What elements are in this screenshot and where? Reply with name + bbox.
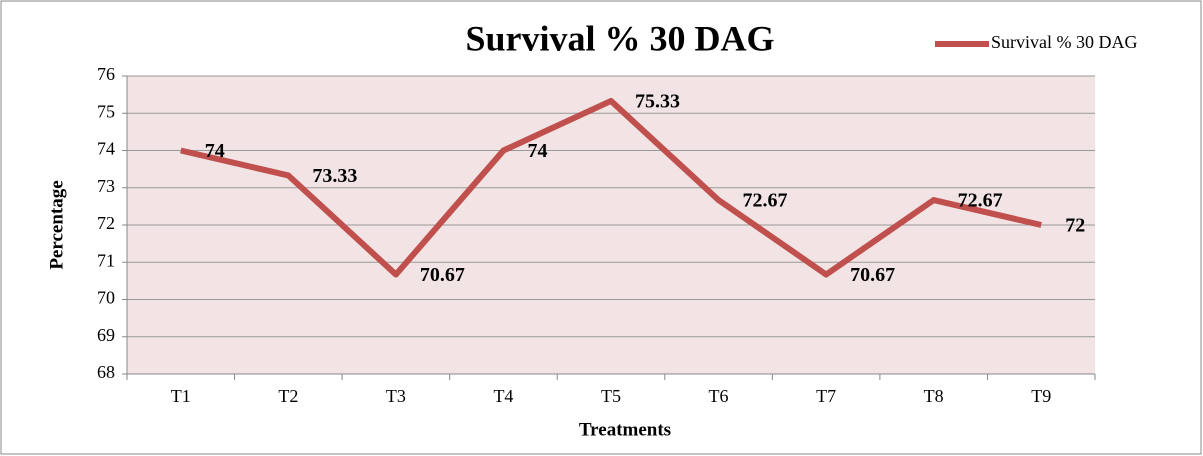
y-tick-label: 72 xyxy=(97,213,115,233)
data-label: 73.33 xyxy=(312,165,357,187)
x-tick-label: T8 xyxy=(924,386,944,406)
y-tick-label: 74 xyxy=(97,139,115,159)
x-axis-label: Treatments xyxy=(579,419,671,440)
y-tick-label: 71 xyxy=(97,250,115,270)
data-label: 72.67 xyxy=(743,190,788,212)
y-tick-label: 70 xyxy=(97,288,115,308)
x-tick-label: T4 xyxy=(493,386,513,406)
legend-label: Survival % 30 DAG xyxy=(991,32,1138,52)
data-label: 70.67 xyxy=(850,264,895,286)
x-tick-label: T3 xyxy=(386,386,406,406)
y-tick-label: 76 xyxy=(97,64,115,84)
x-tick-label: T6 xyxy=(709,386,729,406)
y-tick-label: 69 xyxy=(97,325,115,345)
chart-title: Survival % 30 DAG xyxy=(465,18,774,58)
x-tick-label: T1 xyxy=(171,386,191,406)
x-tick-label: T9 xyxy=(1031,386,1051,406)
x-tick-label: T7 xyxy=(816,386,836,406)
y-tick-label: 75 xyxy=(97,101,115,121)
x-tick-label: T2 xyxy=(278,386,298,406)
y-axis-label: Percentage xyxy=(46,180,67,269)
data-label: 72 xyxy=(1065,215,1085,237)
data-label: 75.33 xyxy=(635,91,680,113)
x-tick-label: T5 xyxy=(601,386,621,406)
data-label: 72.67 xyxy=(958,190,1003,212)
data-label: 74 xyxy=(527,140,547,162)
data-label: 74 xyxy=(205,140,225,162)
y-tick-label: 68 xyxy=(97,362,115,382)
y-tick-label: 73 xyxy=(97,176,115,196)
data-label: 70.67 xyxy=(420,264,465,286)
series-line xyxy=(180,97,1042,278)
